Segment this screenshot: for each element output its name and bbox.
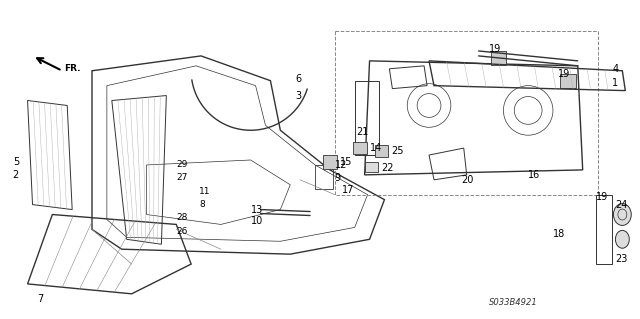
Text: 15: 15 (340, 157, 352, 167)
Text: 29: 29 (176, 160, 188, 169)
Text: 28: 28 (176, 213, 188, 222)
Text: 26: 26 (176, 227, 188, 236)
Bar (315, 165, 333, 189)
Text: 6: 6 (295, 74, 301, 84)
Bar (560, 74, 576, 88)
Text: 2: 2 (13, 170, 19, 180)
Text: 8: 8 (199, 200, 205, 209)
Text: 23: 23 (616, 254, 628, 264)
Text: 19: 19 (558, 69, 570, 79)
Ellipse shape (616, 230, 629, 248)
Text: 17: 17 (342, 185, 354, 195)
Text: 5: 5 (13, 157, 19, 167)
Bar (374, 145, 388, 157)
Text: 9: 9 (335, 173, 341, 183)
Text: 25: 25 (392, 146, 404, 156)
Bar (365, 162, 378, 172)
Text: 19: 19 (596, 192, 608, 202)
Text: 1: 1 (612, 78, 618, 88)
Text: 12: 12 (335, 160, 348, 170)
Ellipse shape (613, 204, 631, 226)
Text: 18: 18 (553, 229, 565, 239)
Text: 20: 20 (461, 175, 473, 185)
Text: FR.: FR. (64, 64, 81, 73)
Bar (490, 51, 506, 65)
Text: 7: 7 (38, 294, 44, 304)
Text: 14: 14 (369, 143, 382, 153)
Text: 16: 16 (528, 170, 540, 180)
Text: 24: 24 (616, 200, 628, 210)
Text: 22: 22 (381, 163, 394, 173)
Text: 13: 13 (251, 204, 263, 215)
Bar (353, 142, 367, 154)
Text: 21: 21 (356, 127, 369, 137)
Text: 19: 19 (488, 44, 500, 54)
Text: S033B4921: S033B4921 (488, 298, 537, 307)
Text: 10: 10 (251, 217, 263, 226)
Text: 3: 3 (295, 91, 301, 100)
Text: 4: 4 (612, 64, 618, 74)
Text: 11: 11 (199, 187, 211, 196)
Bar (323, 155, 337, 169)
Text: 27: 27 (176, 173, 188, 182)
